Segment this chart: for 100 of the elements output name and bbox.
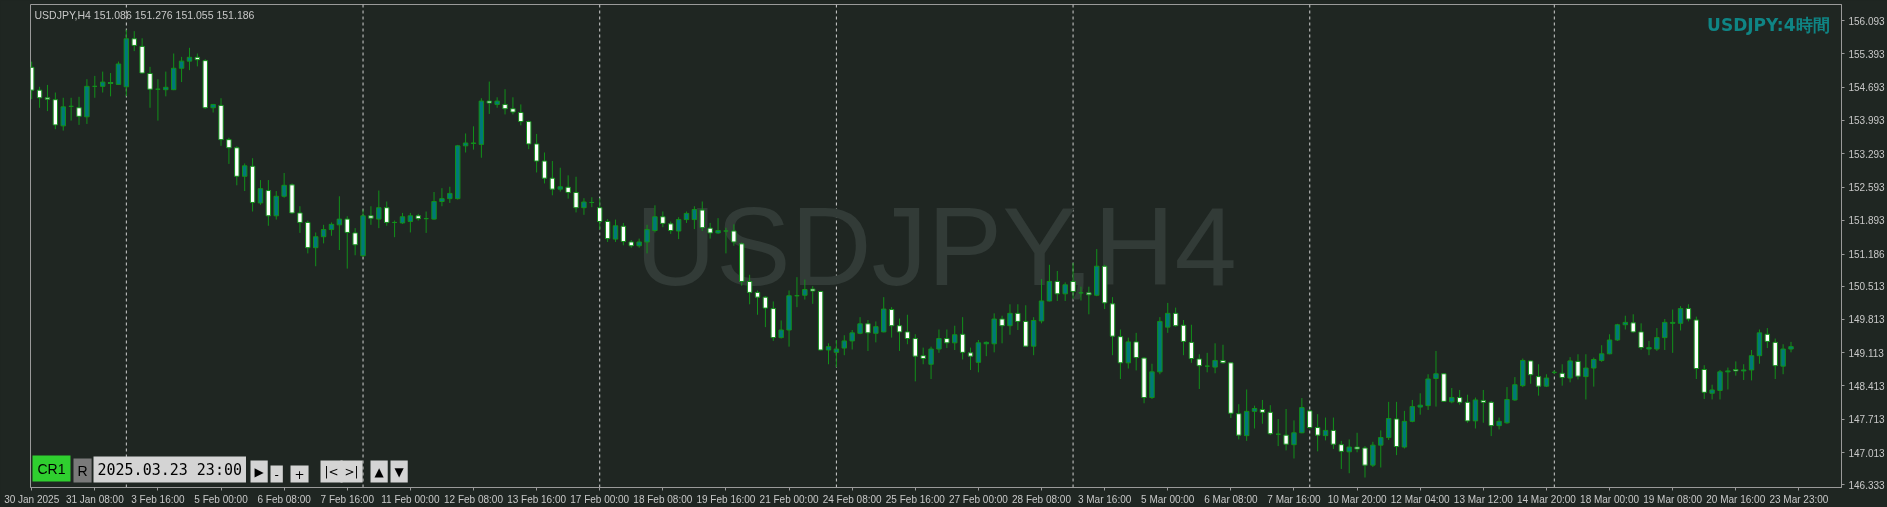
candlestick: [210, 103, 216, 114]
x-tick-label: 13 Mar 12:00: [1453, 493, 1514, 505]
candlestick: [1015, 303, 1021, 331]
y-tick-label: 147.713: [1848, 414, 1886, 426]
candlestick: [1583, 353, 1589, 400]
candlestick: [1370, 441, 1376, 468]
x-tick-label: 7 Feb 16:00: [320, 493, 375, 505]
candlestick: [1772, 338, 1778, 380]
candlestick: [431, 191, 437, 221]
y-tick-label: 147.013: [1848, 447, 1886, 459]
y-tick-label: 150.513: [1848, 281, 1886, 293]
candlestick: [352, 227, 358, 256]
candlestick: [936, 329, 942, 354]
y-tick-label: 153.993: [1848, 115, 1886, 127]
x-tick-label: 11 Feb 00:00: [381, 493, 440, 505]
candlestick: [865, 319, 871, 352]
candlestick: [486, 81, 492, 115]
candlestick: [1780, 343, 1786, 375]
candlestick: [1717, 369, 1723, 400]
x-tick-label: 28 Feb 08:00: [1012, 493, 1072, 505]
x-tick-label: 3 Mar 16:00: [1077, 493, 1132, 505]
x-tick-label: 14 Mar 20:00: [1516, 493, 1577, 505]
candlestick: [368, 205, 374, 226]
candlestick: [849, 329, 855, 350]
candlestick: [115, 61, 122, 86]
candlestick: [1496, 417, 1502, 430]
x-tick-label: 23 Mar 23:00: [1769, 493, 1829, 505]
annotation: +: [294, 467, 305, 482]
x-tick-label: 25 Feb 16:00: [885, 493, 946, 505]
annotation: ▲: [374, 464, 385, 479]
candlestick: [565, 174, 571, 200]
candlestick: [186, 47, 193, 71]
candlestick: [841, 334, 847, 356]
y-tick-label: 146.333: [1848, 479, 1886, 491]
candlestick: [1472, 397, 1479, 429]
candlestick: [147, 66, 153, 109]
candlestick: [1464, 394, 1471, 424]
candlestick: [1125, 337, 1132, 370]
candlestick: [470, 125, 477, 151]
candlestick: [959, 316, 966, 360]
candlestick: [967, 347, 974, 371]
y-tick-label: 149.813: [1848, 314, 1886, 326]
candlestick: [1314, 413, 1321, 452]
candlestick: [778, 319, 784, 340]
annotation: R: [77, 462, 88, 479]
candlestick: [1322, 417, 1329, 441]
candlestick: [1362, 445, 1368, 479]
x-tick-label: 10 Mar 20:00: [1327, 493, 1387, 505]
y-tick-label: 154.693: [1848, 82, 1886, 94]
x-tick-label: 18 Feb 08:00: [633, 493, 693, 505]
candlestick: [1669, 309, 1676, 354]
x-tick-label: 12 Mar 04:00: [1390, 493, 1451, 505]
candlestick: [1638, 322, 1644, 351]
candlestick: [344, 215, 350, 270]
candlestick: [928, 346, 934, 380]
x-tick-label: 6 Mar 08:00: [1204, 493, 1258, 505]
x-tick-label: 27 Feb 00:00: [948, 493, 1009, 505]
candlestick: [1212, 342, 1218, 374]
candlestick: [1764, 327, 1771, 349]
candlestick: [1591, 357, 1597, 388]
x-tick-label: 6 Feb 08:00: [257, 493, 312, 505]
x-tick-label: 5 Mar 00:00: [1141, 493, 1195, 505]
candlestick: [1725, 367, 1731, 390]
candlestick: [612, 219, 619, 243]
x-tick-label: 5 Feb 00:00: [194, 493, 249, 505]
candlestick: [1378, 429, 1384, 469]
y-tick-label: 151.186: [1848, 249, 1886, 261]
x-tick-label: 7 Mar 16:00: [1267, 493, 1322, 505]
candlestick: [44, 84, 51, 112]
candlestick: [99, 71, 106, 94]
candlestick: [975, 339, 982, 373]
candlestick: [1259, 399, 1266, 425]
x-tick-label: 31 Jan 08:00: [65, 493, 125, 505]
candlestick: [178, 56, 185, 83]
candlestick: [518, 103, 524, 126]
annotation: ▼: [394, 464, 405, 479]
y-tick-label: 155.393: [1848, 48, 1886, 60]
candlestick: [384, 201, 390, 227]
candlestick: [1133, 332, 1139, 371]
candlestick: [1535, 363, 1542, 397]
candlestick: [107, 72, 114, 97]
candlestick: [30, 61, 35, 100]
x-tick-label: 19 Mar 08:00: [1643, 493, 1703, 505]
x-tick-label: 3 Feb 16:00: [131, 493, 186, 505]
candlestick: [1346, 438, 1352, 474]
annotation: -: [274, 467, 279, 482]
candlestick: [1512, 376, 1518, 402]
x-tick-label: 19 Feb 16:00: [696, 493, 756, 505]
candlestick: [1662, 318, 1668, 351]
candlestick: [439, 187, 445, 207]
candlestick: [1172, 307, 1179, 328]
candlestick: [502, 88, 508, 115]
candlestick: [1654, 327, 1660, 352]
candlestick: [620, 222, 627, 246]
candlestick: [1354, 432, 1360, 453]
candlestick: [241, 162, 248, 192]
candlestick: [1575, 353, 1581, 380]
candlestick: [510, 96, 516, 115]
candlestick: [1756, 329, 1763, 365]
text: USDJPY:4時間: [1707, 14, 1830, 35]
